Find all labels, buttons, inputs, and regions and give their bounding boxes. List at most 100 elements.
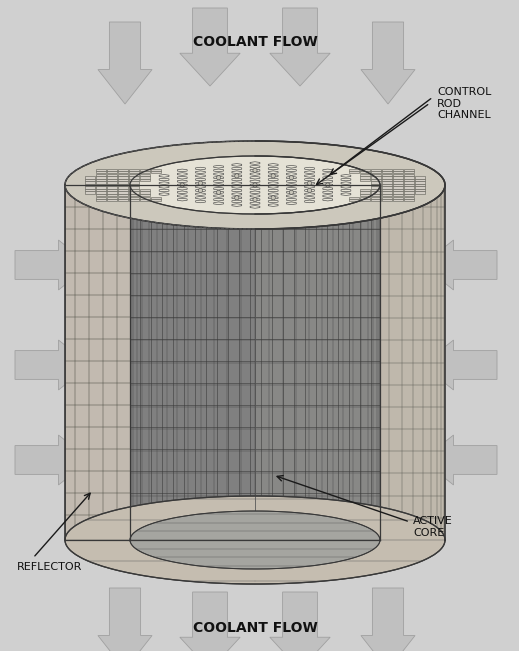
Polygon shape [268,189,278,192]
Polygon shape [107,176,117,178]
Polygon shape [250,195,260,197]
Polygon shape [159,186,169,188]
Polygon shape [96,179,106,181]
Polygon shape [196,167,206,170]
Ellipse shape [65,496,445,584]
Polygon shape [96,189,106,191]
Polygon shape [371,179,381,181]
Polygon shape [140,189,150,191]
Polygon shape [393,169,403,171]
Polygon shape [96,171,106,173]
Polygon shape [118,174,128,176]
Polygon shape [371,169,381,171]
Polygon shape [140,199,150,201]
Polygon shape [393,184,403,186]
Polygon shape [196,186,206,188]
Polygon shape [323,184,333,186]
Polygon shape [360,199,370,201]
Polygon shape [118,176,128,178]
Circle shape [325,183,330,187]
Polygon shape [360,197,370,199]
Polygon shape [270,592,330,651]
Polygon shape [250,191,260,193]
Polygon shape [268,197,278,199]
Polygon shape [404,181,414,184]
Text: COOLANT FLOW: COOLANT FLOW [193,621,318,635]
Polygon shape [96,176,106,178]
Circle shape [216,176,221,180]
Polygon shape [159,182,169,184]
Polygon shape [250,173,260,175]
Polygon shape [371,171,381,173]
Polygon shape [305,167,315,170]
Polygon shape [393,176,403,178]
Polygon shape [255,185,380,540]
Polygon shape [404,194,414,197]
Polygon shape [382,184,392,186]
Polygon shape [349,171,359,173]
Polygon shape [214,165,224,168]
Polygon shape [129,176,139,178]
Polygon shape [98,588,152,651]
Polygon shape [360,171,370,173]
Polygon shape [129,184,139,186]
Polygon shape [118,186,128,189]
Polygon shape [250,184,260,186]
Polygon shape [85,181,95,184]
Polygon shape [118,171,128,173]
Ellipse shape [65,141,445,229]
Circle shape [289,176,293,180]
Polygon shape [85,184,95,186]
Polygon shape [151,171,161,173]
Polygon shape [361,22,415,104]
Polygon shape [118,199,128,201]
Polygon shape [129,174,139,176]
Polygon shape [107,194,117,197]
Polygon shape [382,186,392,189]
Polygon shape [250,169,260,172]
Polygon shape [140,194,150,197]
Polygon shape [393,197,403,199]
Polygon shape [118,194,128,197]
Polygon shape [349,197,359,199]
Polygon shape [250,165,260,168]
Polygon shape [151,199,161,201]
Polygon shape [323,199,333,201]
Polygon shape [393,181,403,184]
Polygon shape [214,202,224,204]
Polygon shape [129,199,139,201]
Circle shape [235,174,239,178]
Polygon shape [268,182,278,184]
Polygon shape [382,176,392,178]
Polygon shape [305,200,315,202]
Polygon shape [180,592,240,651]
Polygon shape [15,240,90,290]
Polygon shape [360,179,370,181]
Polygon shape [255,185,380,569]
Polygon shape [382,197,392,199]
Polygon shape [130,185,255,569]
Polygon shape [286,199,296,201]
Polygon shape [382,169,392,171]
Polygon shape [286,180,296,183]
Polygon shape [214,173,224,175]
Polygon shape [371,176,381,178]
Polygon shape [371,197,381,199]
Polygon shape [393,186,403,189]
Polygon shape [382,199,392,201]
Polygon shape [196,193,206,195]
Polygon shape [159,193,169,195]
Polygon shape [360,194,370,197]
Polygon shape [96,181,106,184]
Polygon shape [404,176,414,178]
Polygon shape [415,186,425,189]
Polygon shape [268,171,278,174]
Polygon shape [177,173,187,175]
Polygon shape [107,181,117,184]
Polygon shape [255,185,445,584]
Polygon shape [140,174,150,176]
Polygon shape [232,178,242,181]
Polygon shape [250,199,260,201]
Polygon shape [85,189,95,191]
Polygon shape [323,180,333,183]
